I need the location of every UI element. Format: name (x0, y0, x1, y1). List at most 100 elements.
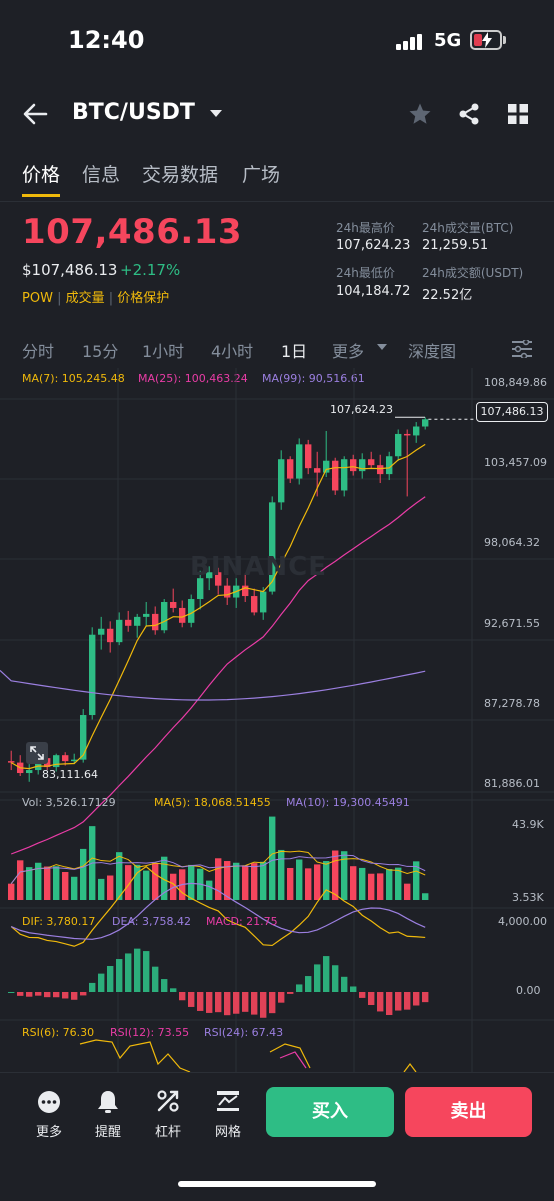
macd-histogram-bar (179, 992, 186, 1001)
macd-histogram-bar (305, 976, 312, 992)
tag-volume[interactable]: 成交量 (65, 291, 105, 306)
tab-info[interactable]: 信息 (82, 164, 121, 186)
price-tick-label: 108,849.86 (484, 376, 547, 389)
candle-body (116, 619, 123, 643)
macd-dea-line (10, 882, 426, 940)
leverage-label[interactable]: 杠杆 (154, 1125, 181, 1140)
stat-high-label: 24h最高价 (336, 221, 395, 235)
rsi6-line-segment (269, 1043, 311, 1069)
candlestick-chart[interactable] (0, 368, 554, 1072)
macd-histogram-bar (125, 953, 132, 992)
volume-bar (296, 859, 303, 900)
tab-square[interactable]: 广场 (242, 164, 281, 186)
candle-body (323, 460, 330, 473)
timeframe-line[interactable]: 分时 (22, 342, 55, 361)
macd-histogram-bar (53, 992, 60, 998)
candle-body (53, 755, 60, 768)
more-dropdown-icon[interactable] (377, 344, 387, 350)
back-arrow-icon[interactable] (22, 102, 48, 126)
volume-bar (395, 867, 402, 900)
candle-body (395, 433, 402, 457)
volume-bar (188, 864, 195, 900)
pair-dropdown-icon[interactable] (210, 110, 222, 117)
more-label[interactable]: 更多 (35, 1125, 62, 1140)
macd-histogram-bar (62, 992, 69, 999)
candle-body (368, 459, 375, 466)
bell-icon[interactable] (96, 1089, 120, 1115)
leverage-icon[interactable] (156, 1089, 180, 1113)
stat-vol-btc-label: 24h成交量(BTC) (422, 221, 514, 235)
timeframe-15m[interactable]: 15分 (82, 342, 119, 361)
rsi12-legend: RSI(12): 73.55 (110, 1026, 190, 1039)
tab-trading-data[interactable]: 交易数据 (142, 164, 219, 186)
share-icon[interactable] (457, 102, 481, 126)
candle-body (341, 459, 348, 491)
macd-histogram-bar (107, 965, 114, 992)
candle-body (215, 572, 222, 586)
macd-histogram-bar (44, 992, 51, 998)
tab-price[interactable]: 价格 (22, 164, 61, 186)
sell-button[interactable]: 卖出 (405, 1087, 532, 1137)
stat-vol-usdt-label: 24h成交额(USDT) (422, 266, 524, 280)
macd-dif-legend: DIF: 3,780.17 (22, 915, 96, 928)
alert-label[interactable]: 提醒 (94, 1125, 121, 1140)
volume-bar (215, 858, 222, 900)
ma99-line (0, 669, 426, 701)
volume-bar (17, 860, 24, 900)
candle-body (404, 433, 411, 436)
stat-low-value: 104,184.72 (336, 284, 411, 299)
candle-body (305, 444, 312, 469)
grid-label[interactable]: 网格 (214, 1125, 241, 1140)
macd-histogram-bar (323, 956, 330, 992)
grid-view-icon[interactable] (508, 104, 528, 124)
volume-max-label: 43.9K (512, 818, 544, 831)
volume-bar (413, 861, 420, 900)
macd-histogram-bar (197, 992, 204, 1011)
macd-histogram-bar (404, 992, 411, 1010)
macd-histogram-bar (377, 992, 384, 1012)
candle-body (8, 761, 15, 763)
more-icon[interactable] (37, 1090, 61, 1114)
volume-bar (44, 866, 51, 900)
candle-body (197, 578, 204, 600)
macd-histogram-bar (215, 992, 222, 1013)
macd-histogram-bar (296, 984, 303, 992)
tag-price-protection[interactable]: 价格保护 (117, 291, 170, 306)
rsi6-line-end (403, 1063, 417, 1072)
volume-ma10-line (10, 854, 426, 884)
timeframe-more[interactable]: 更多 (332, 342, 365, 361)
chart-settings-icon[interactable] (512, 340, 532, 358)
star-icon[interactable] (408, 102, 432, 126)
grid-trading-icon[interactable] (216, 1089, 240, 1113)
volume-bar (332, 850, 339, 900)
candle-body (278, 459, 285, 503)
usd-price: $107,486.13 (22, 261, 118, 279)
macd-histogram-bar (170, 988, 177, 992)
macd-zero-label: 0.00 (516, 984, 541, 997)
candle-body (179, 607, 186, 623)
candle-body (89, 634, 96, 716)
volume-bar (35, 862, 42, 900)
timeframe-1d[interactable]: 1日 (281, 342, 308, 361)
volume-bar (116, 852, 123, 900)
volume-bar (251, 863, 258, 900)
candle-body (188, 599, 195, 623)
expand-icon[interactable] (26, 742, 48, 764)
macd-top-label: 4,000.00 (498, 915, 547, 928)
macd-histogram-bar (71, 992, 78, 1000)
network-label: 5G (434, 30, 462, 51)
stat-vol-usdt-value: 22.52亿 (422, 288, 473, 303)
tag-pow[interactable]: POW (22, 291, 53, 306)
depth-chart-tab[interactable]: 深度图 (408, 342, 457, 361)
macd-histogram-bar (143, 951, 150, 992)
buy-button[interactable]: 买入 (266, 1087, 394, 1137)
ma99-legend: MA(99): 90,516.61 (262, 372, 365, 385)
pair-title[interactable]: BTC/USDT (72, 100, 195, 125)
battery-icon (470, 30, 502, 50)
macd-histogram-bar (359, 992, 366, 998)
macd-histogram-bar (260, 992, 267, 1018)
timeframe-1h[interactable]: 1小时 (142, 342, 185, 361)
macd-histogram-bar (269, 992, 276, 1014)
status-bar: 12:40 5G (0, 0, 554, 80)
timeframe-4h[interactable]: 4小时 (211, 342, 254, 361)
